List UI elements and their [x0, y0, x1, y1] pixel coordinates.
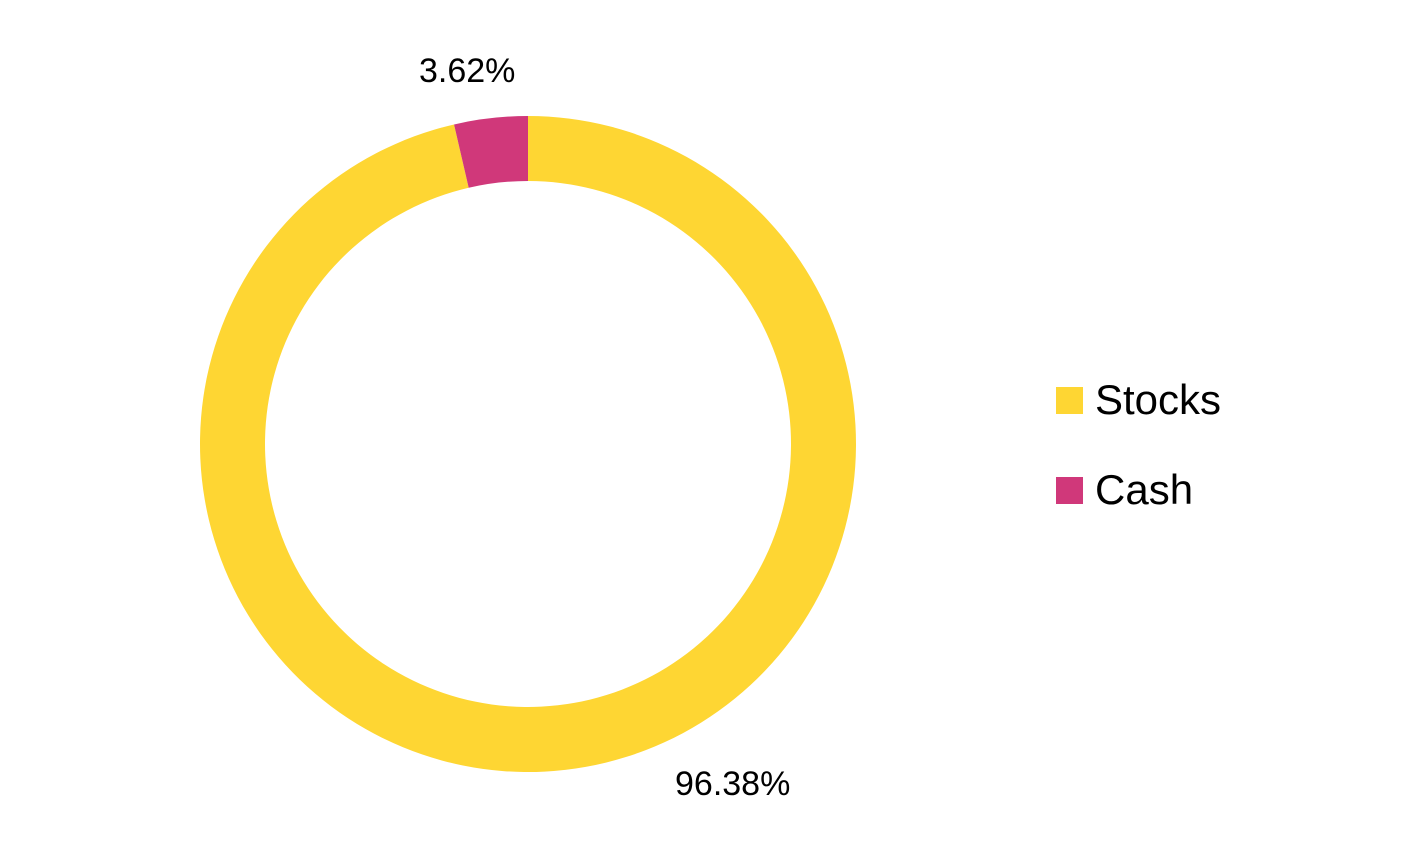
legend-item-cash[interactable]: Cash	[1056, 466, 1221, 514]
legend-item-stocks[interactable]: Stocks	[1056, 376, 1221, 424]
legend-swatch-stocks	[1056, 386, 1083, 414]
data-label-stocks: 96.38%	[675, 765, 791, 803]
data-label-cash: 3.62%	[419, 52, 516, 90]
legend-label-cash: Cash	[1095, 466, 1194, 513]
donut-slice-cash[interactable]	[454, 116, 528, 188]
legend: Stocks Cash	[1056, 376, 1221, 556]
donut-slice-stocks[interactable]	[199, 116, 856, 773]
legend-label-stocks: Stocks	[1095, 376, 1222, 423]
legend-swatch-cash	[1056, 476, 1083, 504]
